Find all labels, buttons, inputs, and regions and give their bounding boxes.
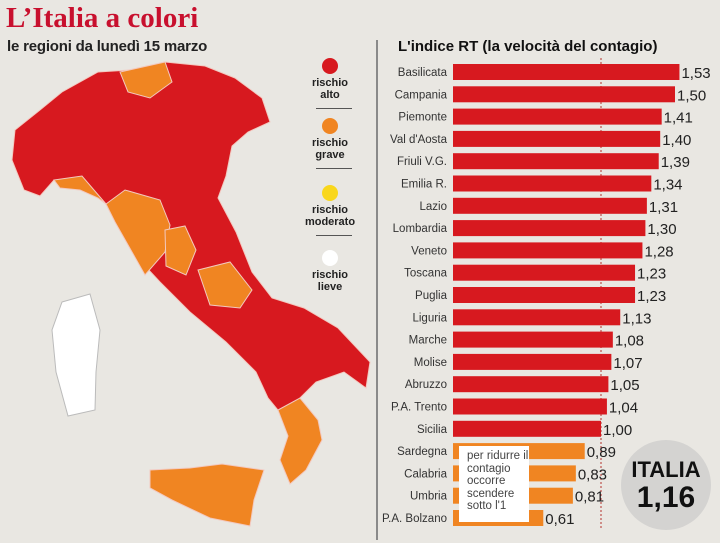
bar	[453, 130, 661, 147]
bar	[453, 153, 659, 170]
legend-label: lieve	[317, 281, 343, 293]
category-label: Basilicata	[398, 67, 448, 79]
legend-divider	[316, 168, 352, 169]
value-label: 1,34	[653, 177, 682, 194]
note-box: per ridurre il contagio occorre scendere…	[459, 446, 529, 522]
bar	[453, 287, 636, 303]
legend-dot-moderato	[322, 185, 338, 201]
value-label: 1,41	[664, 110, 693, 127]
legend-label: rischio	[311, 269, 349, 281]
legend-dot-lieve	[322, 250, 338, 266]
legend-label: moderato	[304, 216, 356, 228]
value-label: 0,83	[578, 466, 607, 483]
map-region-abruzzo	[197, 261, 253, 309]
bar	[453, 197, 647, 214]
italy-map	[11, 61, 371, 527]
map-region-bolzano	[119, 61, 173, 99]
value-label: 1,13	[622, 310, 651, 327]
legend-item-grave: rischio grave	[300, 118, 360, 161]
value-label: 0,89	[587, 444, 616, 461]
map-region-liguria	[53, 175, 107, 205]
value-label: 1,00	[603, 422, 632, 439]
bar	[453, 220, 646, 237]
italia-label: ITALIA	[631, 457, 701, 482]
value-label: 1,30	[647, 221, 676, 238]
value-label: 0,81	[575, 489, 604, 506]
legend-label: grave	[315, 149, 345, 161]
value-label: 1,50	[677, 87, 706, 104]
bar	[453, 331, 613, 348]
value-label: 0,61	[545, 511, 574, 528]
map-region-sicilia	[149, 463, 265, 527]
value-label: 1,39	[661, 154, 690, 171]
category-label: Val d'Aosta	[390, 134, 448, 146]
bar	[453, 86, 675, 103]
category-label: Puglia	[415, 290, 448, 302]
legend-item-moderato: rischio moderato	[300, 185, 360, 228]
category-label: Abruzzo	[405, 379, 447, 391]
value-label: 1,31	[649, 199, 678, 216]
category-label: Liguria	[412, 312, 447, 324]
category-label: Molise	[414, 357, 447, 369]
bar	[453, 398, 607, 415]
category-label: Sicilia	[417, 424, 448, 436]
category-label: Friuli V.G.	[397, 156, 447, 168]
value-label: 1,05	[610, 377, 639, 394]
legend-label: rischio	[311, 204, 349, 216]
bar	[453, 420, 601, 437]
legend-divider	[316, 235, 352, 236]
category-label: P.A. Bolzano	[382, 513, 447, 525]
legend-dot-alto	[322, 58, 338, 74]
value-label: 1,28	[644, 243, 673, 260]
category-label: Sardegna	[397, 446, 447, 458]
map-region-toscana	[105, 189, 171, 276]
category-label: Lazio	[420, 201, 448, 213]
page-subtitle: le regioni da lunedì 15 marzo	[7, 38, 208, 55]
legend-label: rischio	[311, 137, 349, 149]
bar	[453, 108, 662, 125]
bar	[453, 353, 612, 370]
map-region-umbria	[164, 225, 197, 276]
legend-item-alto: rischio alto	[300, 58, 360, 101]
italia-badge: ITALIA 1,16	[621, 440, 711, 530]
category-label: Lombardia	[393, 223, 448, 235]
category-label: P.A. Trento	[391, 402, 447, 414]
value-label: 1,53	[681, 65, 710, 82]
value-label: 1,40	[662, 132, 691, 149]
bar	[453, 264, 636, 281]
bar	[453, 175, 652, 192]
bar	[453, 376, 609, 393]
legend-dot-grave	[322, 118, 338, 134]
category-label: Calabria	[404, 468, 447, 480]
map-region-calabria	[277, 397, 323, 485]
value-label: 1,07	[613, 355, 642, 372]
category-label: Umbria	[410, 491, 448, 503]
page-title: L’Italia a colori	[6, 2, 199, 34]
bar	[453, 242, 643, 259]
bar	[453, 64, 680, 80]
value-label: 1,04	[609, 400, 638, 417]
legend-label: alto	[320, 89, 340, 101]
legend-label: rischio	[311, 77, 349, 89]
category-label: Veneto	[411, 245, 447, 257]
value-label: 1,23	[637, 266, 666, 283]
category-label: Emilia R.	[401, 179, 447, 191]
category-label: Marche	[409, 335, 447, 347]
legend-divider	[316, 108, 352, 109]
bar	[453, 309, 621, 326]
legend-item-lieve: rischio lieve	[300, 250, 360, 293]
value-label: 1,23	[637, 288, 666, 305]
category-label: Toscana	[404, 268, 447, 280]
italia-value: 1,16	[636, 481, 696, 514]
chart-title: L'indice RT (la velocità del contagio)	[398, 38, 658, 55]
value-label: 1,08	[615, 333, 644, 350]
map-region-sardegna	[51, 293, 101, 417]
category-label: Piemonte	[398, 112, 447, 124]
vertical-divider	[376, 40, 378, 540]
category-label: Campania	[395, 89, 448, 101]
